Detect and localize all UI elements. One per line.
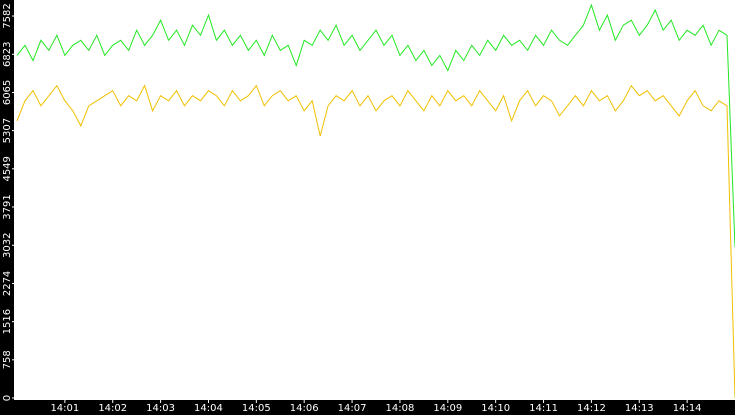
y-tick-label: 2274 — [2, 271, 13, 296]
x-tick-label: 14:11 — [529, 403, 558, 414]
x-tick-label: 14:03 — [146, 403, 175, 414]
y-tick-label: 3032 — [2, 233, 13, 258]
y-tick-label: 758 — [2, 350, 13, 369]
x-tick-label: 14:10 — [481, 403, 510, 414]
x-tick-label: 14:09 — [433, 403, 462, 414]
x-tick-label: 14:02 — [98, 403, 127, 414]
x-tick-label: 14:01 — [50, 403, 79, 414]
x-tick-label: 14:06 — [290, 403, 319, 414]
y-tick-label: 7582 — [2, 3, 13, 28]
plot-area — [14, 0, 735, 400]
x-tick-label: 14:13 — [625, 403, 654, 414]
series-line — [16, 3, 735, 247]
x-tick-label: 14:14 — [673, 403, 702, 414]
x-tick-label: 14:04 — [194, 403, 223, 414]
x-tick-label: 14:07 — [338, 403, 367, 414]
y-axis-strip — [0, 0, 14, 415]
y-tick-label: 6823 — [2, 42, 13, 67]
series-line — [16, 84, 735, 399]
y-tick-label: 4549 — [2, 156, 13, 181]
x-tick-label: 14:05 — [242, 403, 271, 414]
y-tick-label: 1516 — [2, 309, 13, 334]
x-tick-label: 14:12 — [577, 403, 606, 414]
x-axis-strip — [0, 400, 735, 415]
y-tick-label: 6065 — [2, 80, 13, 105]
x-tick-label: 14:08 — [386, 403, 415, 414]
y-tick-label: 0 — [2, 395, 13, 401]
y-tick-label: 5307 — [2, 118, 13, 143]
y-tick-label: 3791 — [2, 194, 13, 219]
